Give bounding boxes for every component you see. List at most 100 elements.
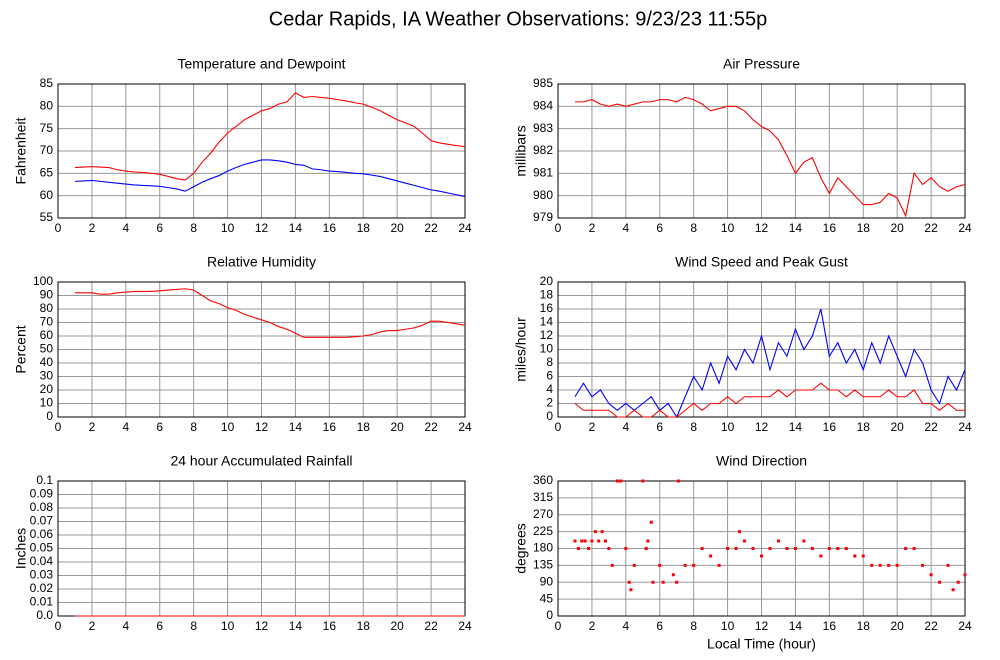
x-tick-label: 2 [589, 619, 596, 633]
y-tick-label: 18 [540, 288, 554, 302]
x-tick-label: 6 [656, 221, 663, 235]
x-tick-label: 20 [390, 420, 404, 434]
y-tick-label: 20 [540, 274, 554, 288]
x-tick-label: 12 [255, 221, 269, 235]
data-point [963, 573, 967, 577]
panel-title: Air Pressure [723, 56, 800, 72]
panel-title: Temperature and Dewpoint [177, 56, 345, 72]
x-tick-label: 12 [755, 619, 769, 633]
x-tick-label: 22 [424, 420, 438, 434]
y-tick-label: 6 [546, 369, 553, 383]
data-line [74, 159, 466, 198]
y-tick-label: 0.1 [36, 473, 53, 487]
data-line [74, 288, 466, 338]
data-point [603, 539, 607, 543]
data-point [717, 563, 721, 567]
data-point [895, 563, 899, 567]
x-tick-label: 4 [122, 619, 129, 633]
plot-frame [557, 83, 966, 219]
x-tick-label: 4 [622, 420, 629, 434]
x-tick-label: 22 [424, 221, 438, 235]
x-tick-label: 20 [390, 619, 404, 633]
data-point [641, 479, 645, 483]
x-tick-label: 20 [890, 420, 904, 434]
x-tick-label: 0 [55, 221, 62, 235]
y-tick-label: 0.07 [30, 514, 54, 528]
panel: Air Pressure millibars 979 980 981 982 983 984 9… [513, 56, 972, 235]
panel: 24 hour Accumulated RainfallInches0.00.0… [13, 453, 472, 633]
x-tick-label: 10 [721, 619, 735, 633]
y-tick-label: 0.0 [36, 608, 53, 622]
y-tick-label: 315 [533, 490, 553, 504]
panel: Wind Speed and Peak Gustmiles/hour024681… [513, 254, 972, 434]
x-tick-label: 0 [555, 420, 562, 434]
y-tick-label: 0 [46, 409, 53, 423]
y-tick-label: 270 [533, 507, 553, 521]
x-tick-label: 18 [357, 420, 371, 434]
data-point [610, 563, 614, 567]
y-tick-label: 0 [546, 409, 553, 423]
x-tick-label: 18 [357, 221, 371, 235]
data-point [819, 554, 823, 558]
data-point [793, 547, 797, 550]
y-tick-label: 0.06 [30, 527, 54, 541]
plot-frame [57, 281, 466, 418]
y-axis-label: millibars [513, 125, 529, 176]
data-point [651, 580, 655, 584]
x-tick-label: 4 [622, 221, 629, 235]
x-tick-label: 14 [289, 420, 303, 434]
y-axis-label: Percent [13, 325, 29, 373]
y-tick-label: 40 [40, 355, 54, 369]
x-tick-label: 14 [289, 619, 303, 633]
x-tick-label: 2 [89, 420, 96, 434]
x-tick-label: 14 [789, 619, 803, 633]
data-point [827, 547, 831, 550]
y-tick-label: 983 [533, 121, 553, 135]
x-tick-label: 10 [721, 420, 735, 434]
x-tick-label: 16 [323, 619, 337, 633]
y-tick-label: 70 [40, 143, 54, 157]
data-point [802, 539, 806, 543]
y-tick-label: 0.09 [30, 487, 54, 501]
x-tick-label: 16 [323, 420, 337, 434]
x-tick-label: 6 [656, 420, 663, 434]
y-axis-label: miles/hour [513, 317, 529, 382]
data-point [836, 547, 840, 550]
data-line [574, 96, 966, 218]
x-tick-label: 24 [958, 619, 972, 633]
plot-frame [57, 83, 466, 219]
x-tick-label: 16 [823, 619, 837, 633]
x-tick-label: 8 [690, 619, 697, 633]
x-tick-label: 12 [255, 619, 269, 633]
data-point [734, 547, 738, 550]
x-tick-label: 20 [390, 221, 404, 235]
data-line [574, 308, 966, 419]
data-point [700, 547, 704, 550]
x-tick-label: 16 [823, 420, 837, 434]
x-tick-label: 10 [221, 619, 235, 633]
y-tick-label: 0.04 [30, 554, 54, 568]
data-point [938, 580, 942, 584]
data-point [649, 520, 653, 524]
data-point [624, 547, 628, 550]
data-point [671, 573, 675, 577]
y-axis-label: degrees [513, 523, 529, 574]
plot-frame [557, 480, 966, 617]
y-tick-label: 8 [546, 355, 553, 369]
x-tick-label: 6 [656, 619, 663, 633]
x-tick-label: 24 [458, 619, 472, 633]
data-point [726, 547, 730, 550]
x-tick-label: 14 [789, 221, 803, 235]
y-tick-label: 60 [40, 328, 54, 342]
data-point [587, 547, 591, 550]
y-tick-label: 0.05 [30, 541, 54, 555]
y-tick-label: 16 [540, 301, 554, 315]
data-point [709, 554, 713, 558]
y-tick-label: 90 [40, 288, 54, 302]
data-point [593, 530, 597, 534]
data-point [683, 563, 687, 567]
x-tick-label: 2 [589, 420, 596, 434]
data-point [951, 588, 955, 592]
